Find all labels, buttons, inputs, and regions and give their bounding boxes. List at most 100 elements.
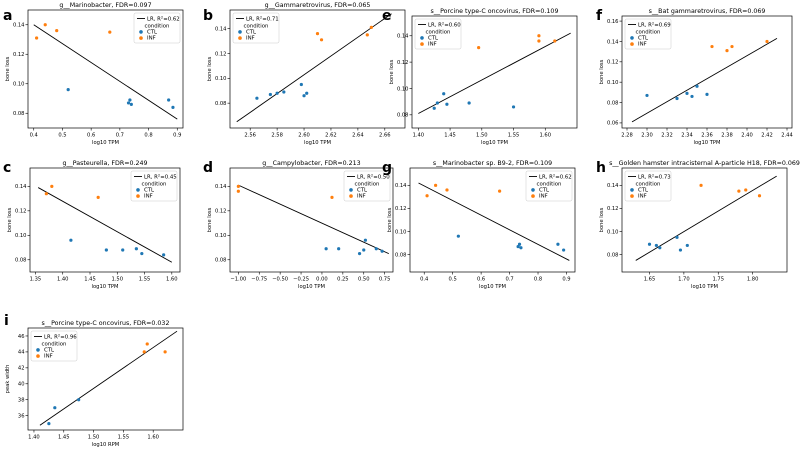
x-tick-label: 2.58 (271, 133, 283, 139)
y-tick-label: 0.12 (215, 51, 227, 57)
y-tick-label: 40 (18, 382, 25, 388)
legend-fit-label: LR, R2=0.50 (357, 173, 390, 180)
y-axis-label: bone loss (7, 207, 13, 232)
panel-letter: g (382, 160, 392, 176)
data-point-inf (44, 192, 48, 196)
data-point-ctl (69, 238, 73, 242)
data-point-inf (498, 189, 502, 193)
x-axis-label: log10 RPM (92, 442, 119, 448)
legend-r2-value: =0.60 (444, 22, 461, 28)
legend-fit-label: LR, R2=0.60 (428, 21, 461, 28)
x-tick-label: 1.60 (539, 133, 551, 139)
data-point-inf (537, 39, 541, 43)
data-point-inf (710, 44, 714, 49)
legend-swatch-ctl (238, 30, 242, 34)
x-axis-label: log10 TPM (694, 140, 721, 146)
legend-fit-label: LR, R2=0.62 (147, 15, 180, 22)
x-axis-label: log10 TPM (92, 284, 119, 290)
x-axis-label: log10 TPM (92, 140, 119, 146)
legend-condition-title: condition (636, 182, 661, 188)
x-tick-label: 1.65 (644, 277, 656, 283)
y-tick-label: 0.14 (395, 183, 407, 189)
data-point-ctl (305, 91, 309, 95)
data-point-inf (425, 194, 429, 198)
data-point-ctl (562, 248, 566, 252)
data-point-ctl (675, 235, 679, 239)
panel-title: g__Campylobacter, FDR=0.213 (262, 160, 360, 167)
legend-fit-superscript: 2 (442, 21, 444, 25)
data-point-inf (765, 39, 769, 44)
y-tick-label: 36 (18, 413, 25, 419)
y-tick-label: 0.14 (15, 184, 27, 190)
axes-frame (27, 327, 184, 431)
legend-fit-prefix: LR, R (246, 16, 260, 22)
legend-label-inf: INF (44, 354, 53, 360)
x-tick-label: 1.70 (678, 277, 690, 283)
legend-fit-superscript: 2 (260, 15, 262, 19)
y-tick-label: 0.08 (13, 111, 25, 117)
y-tick-label: 0.10 (215, 233, 227, 239)
y-tick-label: 0.12 (607, 206, 619, 212)
data-point-inf (365, 33, 369, 37)
x-axis-label: log10 TPM (481, 140, 508, 146)
y-tick-label: 0.08 (397, 113, 409, 119)
y-tick-label: 0.10 (15, 233, 27, 239)
data-point-ctl (556, 242, 560, 246)
legend-condition-title: condition (244, 24, 269, 30)
data-point-ctl (171, 105, 175, 109)
y-tick-label: 0.14 (607, 183, 619, 189)
panel-title: s__Marinobacter sp. B9-2, FDR=0.109 (433, 160, 552, 167)
data-point-ctl (519, 246, 523, 250)
legend-condition-title: condition (145, 24, 170, 30)
x-tick-label: 1.55 (139, 277, 151, 283)
legend-box (624, 18, 672, 50)
x-tick-label: 1.50 (111, 277, 123, 283)
legend-r2-value: =0.50 (373, 174, 390, 180)
x-tick-label: 2.28 (621, 133, 633, 139)
regression-line (238, 184, 390, 255)
x-tick-label: 1.45 (84, 277, 96, 283)
legend-condition-title: condition (537, 182, 562, 188)
y-tick-label: 0.08 (215, 258, 227, 264)
data-point-inf (236, 189, 240, 193)
y-tick-label: 0.08 (607, 100, 619, 106)
legend-box (525, 170, 573, 202)
y-tick-label: 0.10 (397, 86, 409, 92)
regression-line (631, 38, 778, 123)
data-point-ctl (167, 98, 171, 102)
y-tick-label: 0.14 (215, 184, 227, 190)
data-point-ctl (517, 242, 522, 246)
y-tick-label: 0.08 (395, 252, 407, 258)
data-point-ctl (134, 247, 138, 251)
y-axis-label: peak width (5, 365, 11, 394)
data-point-ctl (126, 101, 131, 105)
data-point-ctl (456, 234, 460, 238)
legend-fit-prefix: LR, R (539, 174, 553, 180)
legend-fit-superscript: 2 (58, 333, 60, 337)
x-tick-label: 2.34 (681, 133, 693, 139)
data-point-ctl (511, 105, 516, 109)
legend-box (130, 170, 178, 202)
data-point-ctl (380, 249, 384, 253)
legend-swatch-inf (139, 36, 143, 40)
data-point-inf (142, 350, 146, 354)
panel-g: g s__Marinobacter sp. B9-2, FDR=0.109 0.4 0… (382, 160, 576, 290)
data-point-ctl (337, 247, 341, 251)
y-tick-label: 0.16 (607, 19, 619, 25)
y-tick-label: 0.08 (607, 252, 619, 258)
data-point-ctl (104, 248, 108, 252)
data-point-inf (757, 194, 762, 198)
legend-fit-label: LR, R2=0.71 (246, 15, 279, 22)
legend-fit-superscript: 2 (161, 15, 163, 19)
y-axis-label: bone loss (599, 59, 605, 84)
panel-title: s__Golden hamster intracisternal A-parti… (609, 160, 800, 167)
x-tick-label: 0.50 (358, 277, 370, 283)
legend-fit-label: LR, R2=0.45 (144, 173, 177, 180)
legend-label-inf: INF (539, 194, 548, 200)
legend-swatch-ctl (36, 348, 40, 352)
data-point-inf (319, 38, 324, 42)
